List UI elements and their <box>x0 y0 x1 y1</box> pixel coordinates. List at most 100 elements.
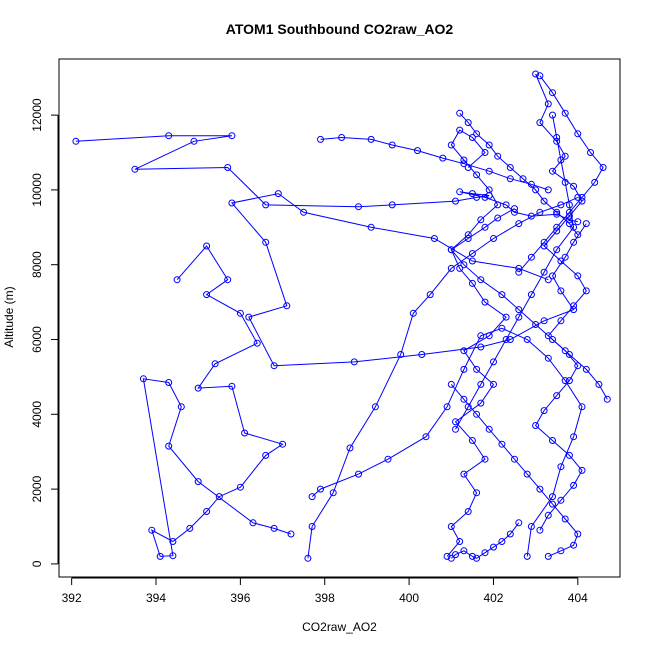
data-point <box>169 538 177 545</box>
data-point <box>565 351 573 358</box>
data-point <box>536 119 544 127</box>
data-point <box>494 214 502 222</box>
data-point <box>511 208 518 216</box>
series-13 <box>447 380 582 560</box>
plot-frame <box>58 58 621 578</box>
data-point <box>481 193 489 201</box>
data-point <box>557 547 565 555</box>
data-point <box>574 218 582 226</box>
series-8 <box>308 324 586 560</box>
x-tick-label: 402 <box>483 591 503 605</box>
data-point <box>481 455 489 463</box>
series-line <box>320 136 549 191</box>
data-point <box>565 220 573 228</box>
data-point <box>355 203 362 211</box>
data-point <box>549 437 556 444</box>
data-point <box>591 178 599 186</box>
data-point <box>515 268 523 276</box>
data-point <box>355 470 362 478</box>
data-point <box>447 523 455 530</box>
data-point <box>506 164 514 171</box>
data-point <box>460 156 468 164</box>
data-point <box>527 291 535 299</box>
data-point <box>561 152 569 160</box>
data-point <box>194 384 202 392</box>
data-point <box>502 336 510 343</box>
data-point <box>317 485 324 493</box>
data-point <box>245 313 253 321</box>
data-point <box>557 463 565 471</box>
data-point <box>156 552 164 560</box>
data-point <box>557 156 565 164</box>
data-point <box>473 365 481 373</box>
data-point <box>397 351 405 358</box>
axes: 392 394 396 398 400 402 404 0 2000 4000 6000 8000 10… <box>30 58 621 605</box>
data-point <box>490 235 497 242</box>
series-line <box>311 327 583 557</box>
data-point <box>443 403 451 411</box>
data-point <box>574 530 582 538</box>
data-point <box>447 246 455 254</box>
x-axis-label: CO2raw_AO2 <box>302 620 377 634</box>
data-point <box>540 238 548 246</box>
data-point <box>502 313 510 321</box>
data-point <box>477 380 485 388</box>
data-point <box>477 332 485 340</box>
data-point <box>544 100 552 108</box>
data-point <box>532 186 540 194</box>
y-tick-label: 0 <box>30 560 44 567</box>
data-point <box>570 481 578 489</box>
series-12 <box>447 519 523 562</box>
y-tick-label: 10000 <box>30 173 44 207</box>
data-point <box>224 164 232 171</box>
series-line <box>455 115 575 430</box>
data-point <box>456 264 464 272</box>
data-point <box>515 306 523 314</box>
data-point <box>549 336 556 343</box>
data-point <box>549 111 556 119</box>
data-point <box>587 149 594 156</box>
data-point <box>536 485 544 493</box>
data-point <box>477 399 485 407</box>
data-point <box>452 418 459 426</box>
data-point <box>452 551 459 559</box>
data-point <box>490 358 497 366</box>
y-tick-label: 6000 <box>30 326 44 353</box>
y-tick-label: 8000 <box>30 251 44 278</box>
data-point <box>460 395 468 403</box>
data-point <box>570 302 578 310</box>
data-point <box>540 407 548 415</box>
data-point <box>498 538 506 545</box>
data-point <box>490 543 497 551</box>
data-point <box>262 451 270 459</box>
y-tick-label: 4000 <box>30 401 44 428</box>
data-point <box>165 379 173 386</box>
data-point <box>452 197 459 205</box>
series-2 <box>228 190 590 370</box>
data-point <box>148 526 156 534</box>
data-point <box>228 382 236 390</box>
data-point <box>241 429 249 437</box>
data-point <box>553 246 561 254</box>
data-point <box>574 130 582 138</box>
data-point <box>549 500 556 508</box>
data-point <box>317 135 324 143</box>
x-tick-label: 400 <box>399 591 419 605</box>
data-point <box>553 208 561 216</box>
data-point <box>346 444 354 452</box>
data-point <box>270 362 278 370</box>
data-point <box>523 336 531 343</box>
data-point <box>511 205 518 213</box>
data-point <box>570 223 578 231</box>
data-point <box>262 201 270 209</box>
series-line <box>518 75 604 273</box>
series-14 <box>456 109 582 239</box>
data-point <box>468 134 476 141</box>
data-point <box>131 165 139 173</box>
x-tick-label: 394 <box>146 591 166 605</box>
data-point <box>338 134 346 141</box>
data-point <box>165 442 173 450</box>
data-point <box>557 317 565 325</box>
data-point <box>506 530 514 538</box>
